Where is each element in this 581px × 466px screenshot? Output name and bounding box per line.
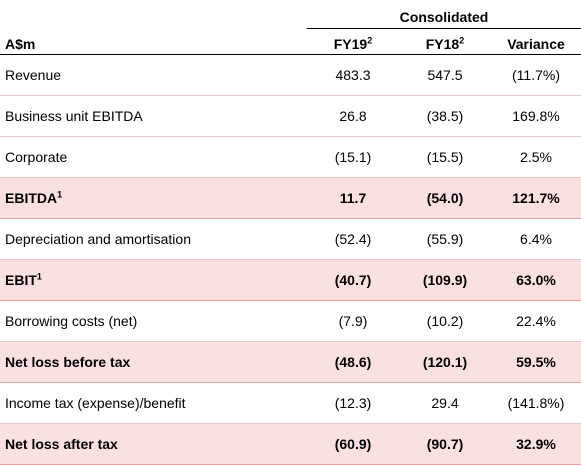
row-label: EBIT [5,272,37,288]
variance-column-header: Variance [491,30,581,55]
fy18-value: (54.0) [399,177,491,219]
fy19-header-label: FY19 [333,36,368,52]
row-label: Net loss after tax [5,436,118,452]
table-row: Borrowing costs (net) (7.9) (10.2) 22.4% [0,300,581,342]
table-row: Depreciation and amortisation (52.4) (55.9… [0,218,581,260]
fy18-value: (109.9) [399,259,491,301]
row-label: Net loss before tax [5,354,131,370]
table-row: Business unit EBITDA 26.8 (38.5) 169.8% [0,95,581,137]
row-label: Revenue [5,67,62,83]
table-row: EBIT1 (40.7) (109.9) 63.0% [0,259,581,301]
fy18-column-header: FY182 [399,30,491,55]
variance-value: 22.4% [491,300,581,342]
consolidated-group-header: Consolidated [307,6,581,29]
row-label-cell: Net loss after tax [0,423,307,465]
row-label: Borrowing costs (net) [5,313,138,329]
table-row: Income tax (expense)/benefit (12.3) 29.4 (1… [0,382,581,424]
row-label-cell: EBITDA1 [0,177,307,219]
fy19-value: 11.7 [307,177,399,219]
fy19-header-footnote: 2 [367,35,373,46]
row-label: Corporate [5,149,68,165]
table-row: Corporate (15.1) (15.5) 2.5% [0,136,581,178]
fy19-value: (40.7) [307,259,399,301]
row-label-footnote: 1 [57,189,63,200]
fy18-value: (55.9) [399,218,491,260]
row-label-cell: Revenue [0,54,307,96]
fy18-header-label: FY18 [425,36,460,52]
fy19-value: (48.6) [307,341,399,383]
fy19-value: (60.9) [307,423,399,465]
row-label: Business unit EBITDA [5,108,143,124]
variance-value: 2.5% [491,136,581,178]
fy19-value: (7.9) [307,300,399,342]
fy18-value: 29.4 [399,382,491,424]
fy19-value: 483.3 [307,54,399,96]
fy19-value: 26.8 [307,95,399,137]
fy18-header-footnote: 2 [459,35,465,46]
column-header-row: A$m FY192 FY182 Variance [0,30,581,55]
fy18-value: 547.5 [399,54,491,96]
financial-summary-table: A$m FY192 FY182 Variance Revenue 483.3 547… [0,30,581,465]
variance-value: 63.0% [491,259,581,301]
fy18-value: (15.5) [399,136,491,178]
variance-value: 121.7% [491,177,581,219]
row-label-cell: Depreciation and amortisation [0,218,307,260]
variance-value: 6.4% [491,218,581,260]
fy19-value: (52.4) [307,218,399,260]
variance-value: 32.9% [491,423,581,465]
row-label: EBITDA [5,190,58,206]
row-label-cell: Borrowing costs (net) [0,300,307,342]
variance-value: 169.8% [491,95,581,137]
row-label-cell: Income tax (expense)/benefit [0,382,307,424]
row-label: Income tax (expense)/benefit [5,395,186,411]
row-label-cell: Net loss before tax [0,341,307,383]
row-label: Depreciation and amortisation [5,231,191,247]
fy18-value: (120.1) [399,341,491,383]
row-label-footnote: 1 [36,271,42,282]
fy19-value: (12.3) [307,382,399,424]
variance-value: (11.7%) [491,54,581,96]
fy18-value: (10.2) [399,300,491,342]
fy18-value: (38.5) [399,95,491,137]
row-label-cell: Business unit EBITDA [0,95,307,137]
unit-label-header: A$m [0,30,307,55]
table-row: Net loss before tax (48.6) (120.1) 59.5% [0,341,581,383]
variance-value: 59.5% [491,341,581,383]
fy18-value: (90.7) [399,423,491,465]
row-label-cell: EBIT1 [0,259,307,301]
fy19-column-header: FY192 [307,30,399,55]
table-row: Net loss after tax (60.9) (90.7) 32.9% [0,423,581,465]
table-row: EBITDA1 11.7 (54.0) 121.7% [0,177,581,219]
variance-value: (141.8%) [491,382,581,424]
row-label-cell: Corporate [0,136,307,178]
table-row: Revenue 483.3 547.5 (11.7%) [0,54,581,96]
fy19-value: (15.1) [307,136,399,178]
